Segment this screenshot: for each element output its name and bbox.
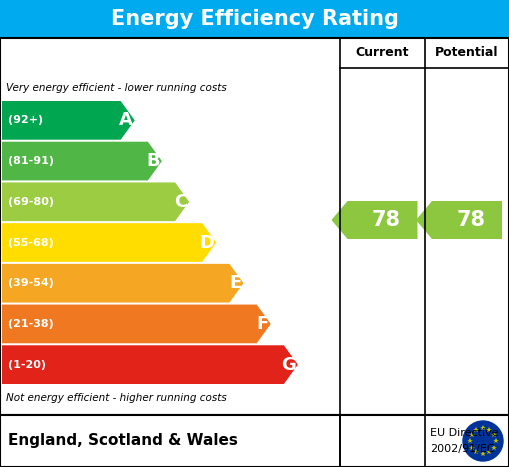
Text: EU Directive: EU Directive [430, 428, 498, 438]
Bar [0, 415, 509, 467]
Text: (1-20): (1-20) [8, 360, 46, 370]
Text: Energy Efficiency Rating: Energy Efficiency Rating [110, 9, 399, 29]
Text: F: F [257, 315, 269, 333]
Text: Very energy efficient - lower running costs: Very energy efficient - lower running co… [6, 83, 227, 93]
Text: 78: 78 [372, 210, 401, 230]
Polygon shape [2, 304, 271, 343]
Text: England, Scotland & Wales: England, Scotland & Wales [8, 433, 238, 448]
Polygon shape [2, 183, 189, 221]
Bar [0, 38, 509, 415]
Text: Current: Current [356, 47, 409, 59]
Polygon shape [2, 264, 243, 303]
Text: B: B [146, 152, 160, 170]
Text: Not energy efficient - higher running costs: Not energy efficient - higher running co… [6, 393, 227, 403]
Polygon shape [331, 201, 417, 239]
Polygon shape [2, 101, 135, 140]
Polygon shape [416, 201, 502, 239]
Text: G: G [281, 356, 296, 374]
Polygon shape [2, 223, 216, 262]
Polygon shape [2, 142, 162, 180]
Text: D: D [200, 234, 214, 252]
Text: (92+): (92+) [8, 115, 43, 125]
Text: (81-91): (81-91) [8, 156, 54, 166]
Bar [0, 0, 509, 38]
Circle shape [463, 421, 503, 461]
Text: C: C [174, 193, 187, 211]
Text: E: E [229, 274, 241, 292]
Text: (69-80): (69-80) [8, 197, 54, 207]
Text: A: A [119, 111, 133, 129]
Text: (39-54): (39-54) [8, 278, 54, 288]
Text: Potential: Potential [435, 47, 499, 59]
Polygon shape [2, 345, 298, 384]
Text: (21-38): (21-38) [8, 319, 54, 329]
Text: 78: 78 [457, 210, 486, 230]
Text: (55-68): (55-68) [8, 238, 54, 248]
Text: 2002/91/EC: 2002/91/EC [430, 444, 494, 454]
